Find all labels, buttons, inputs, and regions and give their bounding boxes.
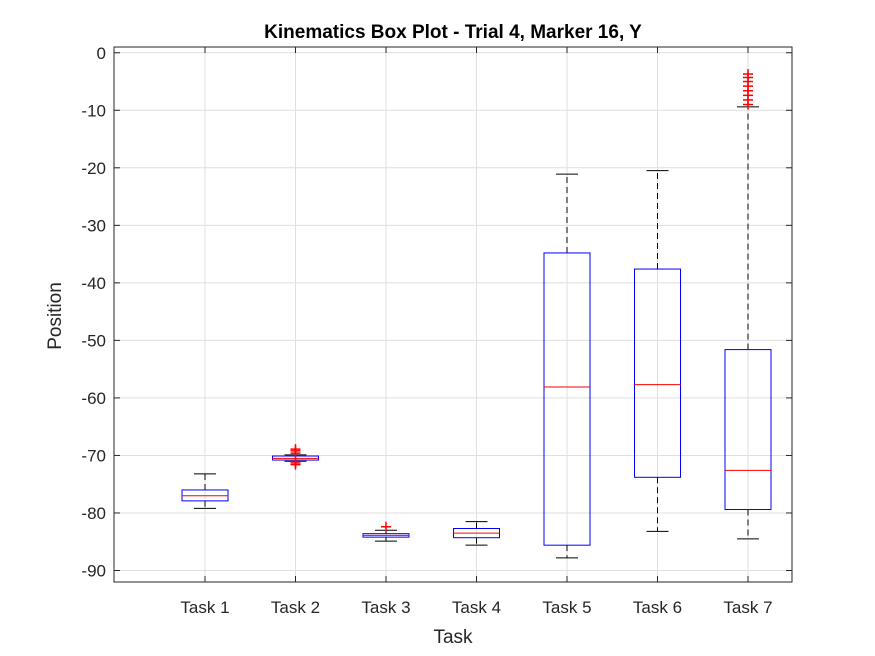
- box-1: [181, 473, 229, 509]
- box-5: [543, 173, 591, 559]
- y-tick-label: -80: [81, 504, 106, 523]
- x-tick-label: Task 2: [271, 598, 320, 617]
- box-3: [362, 521, 410, 542]
- box-iqr: [634, 268, 681, 478]
- box-iqr: [543, 252, 591, 546]
- y-tick-label: -60: [81, 389, 106, 408]
- x-tick-label: Task 6: [633, 598, 682, 617]
- chart-title: Kinematics Box Plot - Trial 4, Marker 16…: [264, 22, 642, 43]
- x-tick-label: Task 4: [452, 598, 501, 617]
- y-axis-label: Position: [45, 282, 66, 350]
- boxes-layer: [181, 69, 772, 559]
- grid-lines: [114, 47, 792, 582]
- box-6: [634, 170, 681, 532]
- plot-area: [114, 47, 792, 582]
- box-4: [453, 521, 500, 546]
- box-7: [724, 69, 772, 540]
- y-tick-label: -20: [81, 159, 106, 178]
- y-tick-label: -90: [81, 561, 106, 580]
- x-tick-label: Task 3: [361, 598, 410, 617]
- y-tick-label: -40: [81, 274, 106, 293]
- y-tick-label: -10: [81, 101, 106, 120]
- x-axis-label: Task: [433, 627, 473, 648]
- box-2: [272, 444, 319, 470]
- y-tick-label: -50: [81, 331, 106, 350]
- y-tick-label: 0: [97, 44, 106, 63]
- plot-frame: [113, 46, 793, 583]
- x-tick-label: Task 1: [180, 598, 229, 617]
- y-tick-label: -70: [81, 446, 106, 465]
- axis-ticks: 0 -10 -20 -30 -40 -50 -60 -70 -80 -90 Task 1 Task 2…: [81, 44, 792, 617]
- box-iqr: [724, 349, 772, 511]
- x-tick-label: Task 7: [723, 598, 772, 617]
- y-tick-label: -30: [81, 216, 106, 235]
- x-tick-label: Task 5: [542, 598, 591, 617]
